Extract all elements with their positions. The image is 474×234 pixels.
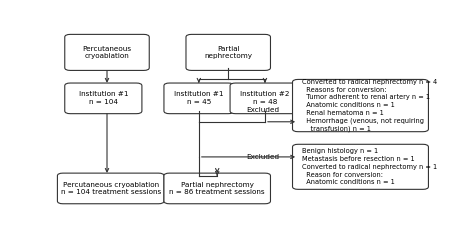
Text: Benign histology n = 1
Metastasis before resection n = 1
Converted to radical ne: Benign histology n = 1 Metastasis before… (302, 148, 438, 185)
Text: Institution #1
n = 45: Institution #1 n = 45 (174, 91, 224, 105)
Text: Institution #2
n = 48: Institution #2 n = 48 (240, 91, 290, 105)
Text: Excluded: Excluded (246, 107, 280, 113)
FancyBboxPatch shape (186, 34, 271, 70)
FancyBboxPatch shape (164, 83, 234, 114)
FancyBboxPatch shape (164, 173, 271, 204)
Text: Institution #1
n = 104: Institution #1 n = 104 (79, 91, 128, 105)
FancyBboxPatch shape (292, 79, 428, 132)
FancyBboxPatch shape (57, 173, 164, 204)
FancyBboxPatch shape (65, 34, 149, 70)
FancyBboxPatch shape (292, 144, 428, 189)
Text: Partial nephrectomy
n = 86 treatment sessions: Partial nephrectomy n = 86 treatment ses… (169, 182, 265, 195)
Text: Percutaneous cryoablation
n = 104 treatment sessions: Percutaneous cryoablation n = 104 treatm… (61, 182, 161, 195)
Text: Partial
nephrectomy: Partial nephrectomy (204, 46, 252, 59)
Text: Excluded: Excluded (246, 154, 280, 160)
Text: Converted to radical nephrectomy n = 4
  Reasons for conversion:
  Tumor adheren: Converted to radical nephrectomy n = 4 R… (302, 79, 438, 132)
FancyBboxPatch shape (65, 83, 142, 114)
FancyBboxPatch shape (230, 83, 300, 114)
Text: Percutaneous
cryoablation: Percutaneous cryoablation (82, 46, 132, 59)
